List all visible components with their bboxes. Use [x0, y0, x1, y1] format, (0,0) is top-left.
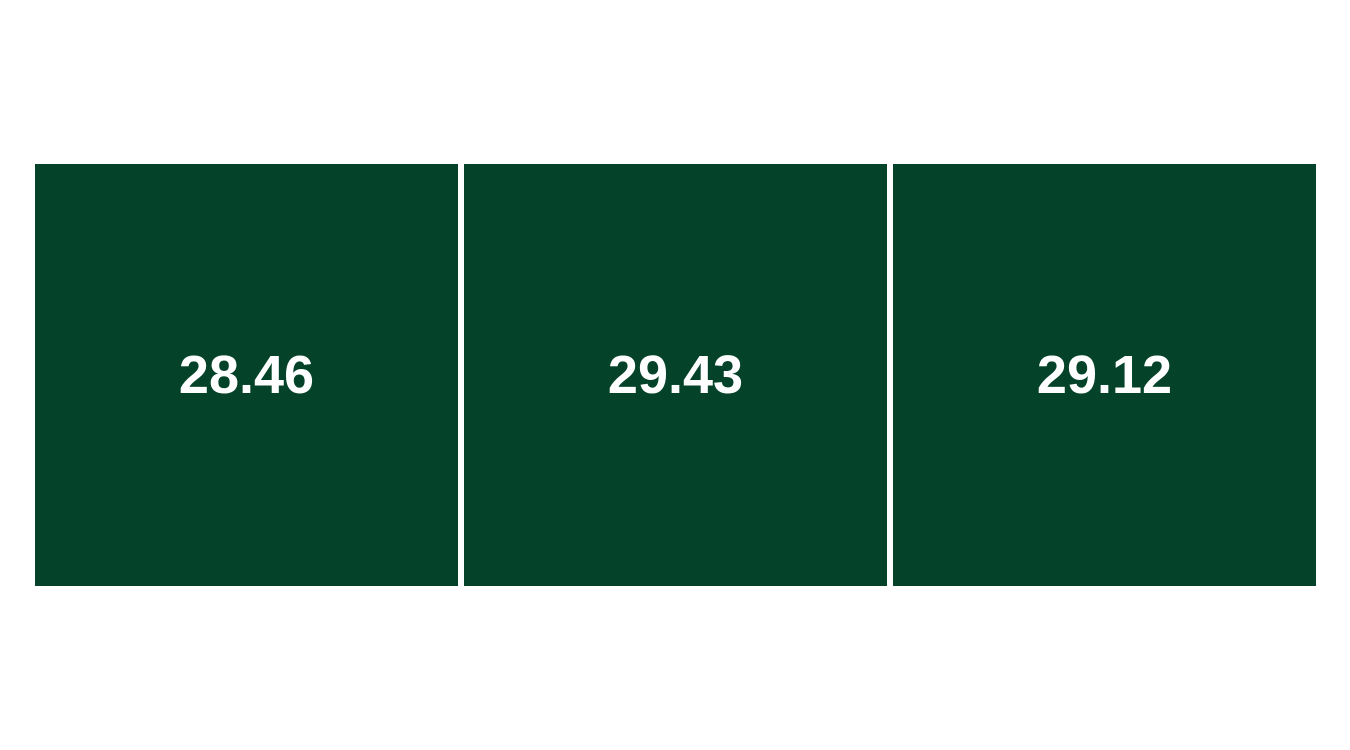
value-tile-2: [464, 164, 887, 586]
value-label-2: 29.43: [608, 345, 743, 405]
tiles-group: 28.46 29.43 29.12: [35, 164, 1316, 586]
value-tile-1: [35, 164, 458, 586]
value-label-3: 29.12: [1037, 345, 1172, 405]
value-tile-3: [893, 164, 1316, 586]
value-label-1: 28.46: [179, 345, 314, 405]
